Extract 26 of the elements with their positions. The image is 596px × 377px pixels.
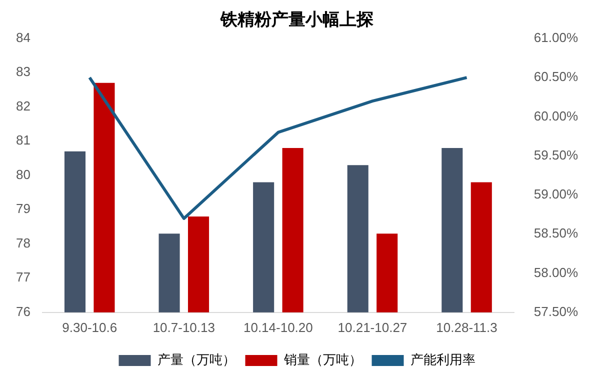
y-tick-label: 78: [16, 235, 30, 250]
y-tick-label: 81: [16, 132, 30, 148]
y2-tick-label: 61.00%: [534, 30, 578, 45]
x-tick-label: 10.14-10.20: [243, 320, 313, 335]
x-tick-label: 9.30-10.6: [62, 320, 118, 335]
y2-tick-label: 59.00%: [534, 186, 578, 202]
x-tick-label: 10.28-11.3: [436, 320, 498, 335]
y-tick-label: 79: [16, 201, 30, 216]
legend-label: 产能利用率: [410, 352, 476, 368]
y-tick-label: 77: [16, 270, 30, 285]
y-tick-label: 76: [16, 304, 30, 319]
y-tick-label: 84: [16, 30, 30, 45]
x-tick-label: 10.7-10.13: [152, 320, 215, 335]
y2-tick-label: 58.00%: [534, 264, 578, 280]
y-tick-label: 82: [16, 98, 30, 114]
y2-tick-label: 60.50%: [534, 69, 578, 84]
legend-label: 产量（万吨）: [157, 352, 236, 368]
y2-tick-label: 58.50%: [534, 226, 578, 241]
x-tick-label: 10.21-10.27: [338, 320, 408, 335]
y2-tick-label: 57.50%: [534, 304, 578, 319]
chart-title: 铁精粉产量小幅上探: [220, 10, 374, 29]
y-tick-label: 80: [16, 166, 30, 182]
legend-label: 销量（万吨）: [282, 352, 362, 368]
y2-tick-label: 59.50%: [534, 147, 578, 162]
y-tick-label: 83: [16, 64, 30, 80]
y2-tick-label: 60.00%: [534, 108, 578, 124]
